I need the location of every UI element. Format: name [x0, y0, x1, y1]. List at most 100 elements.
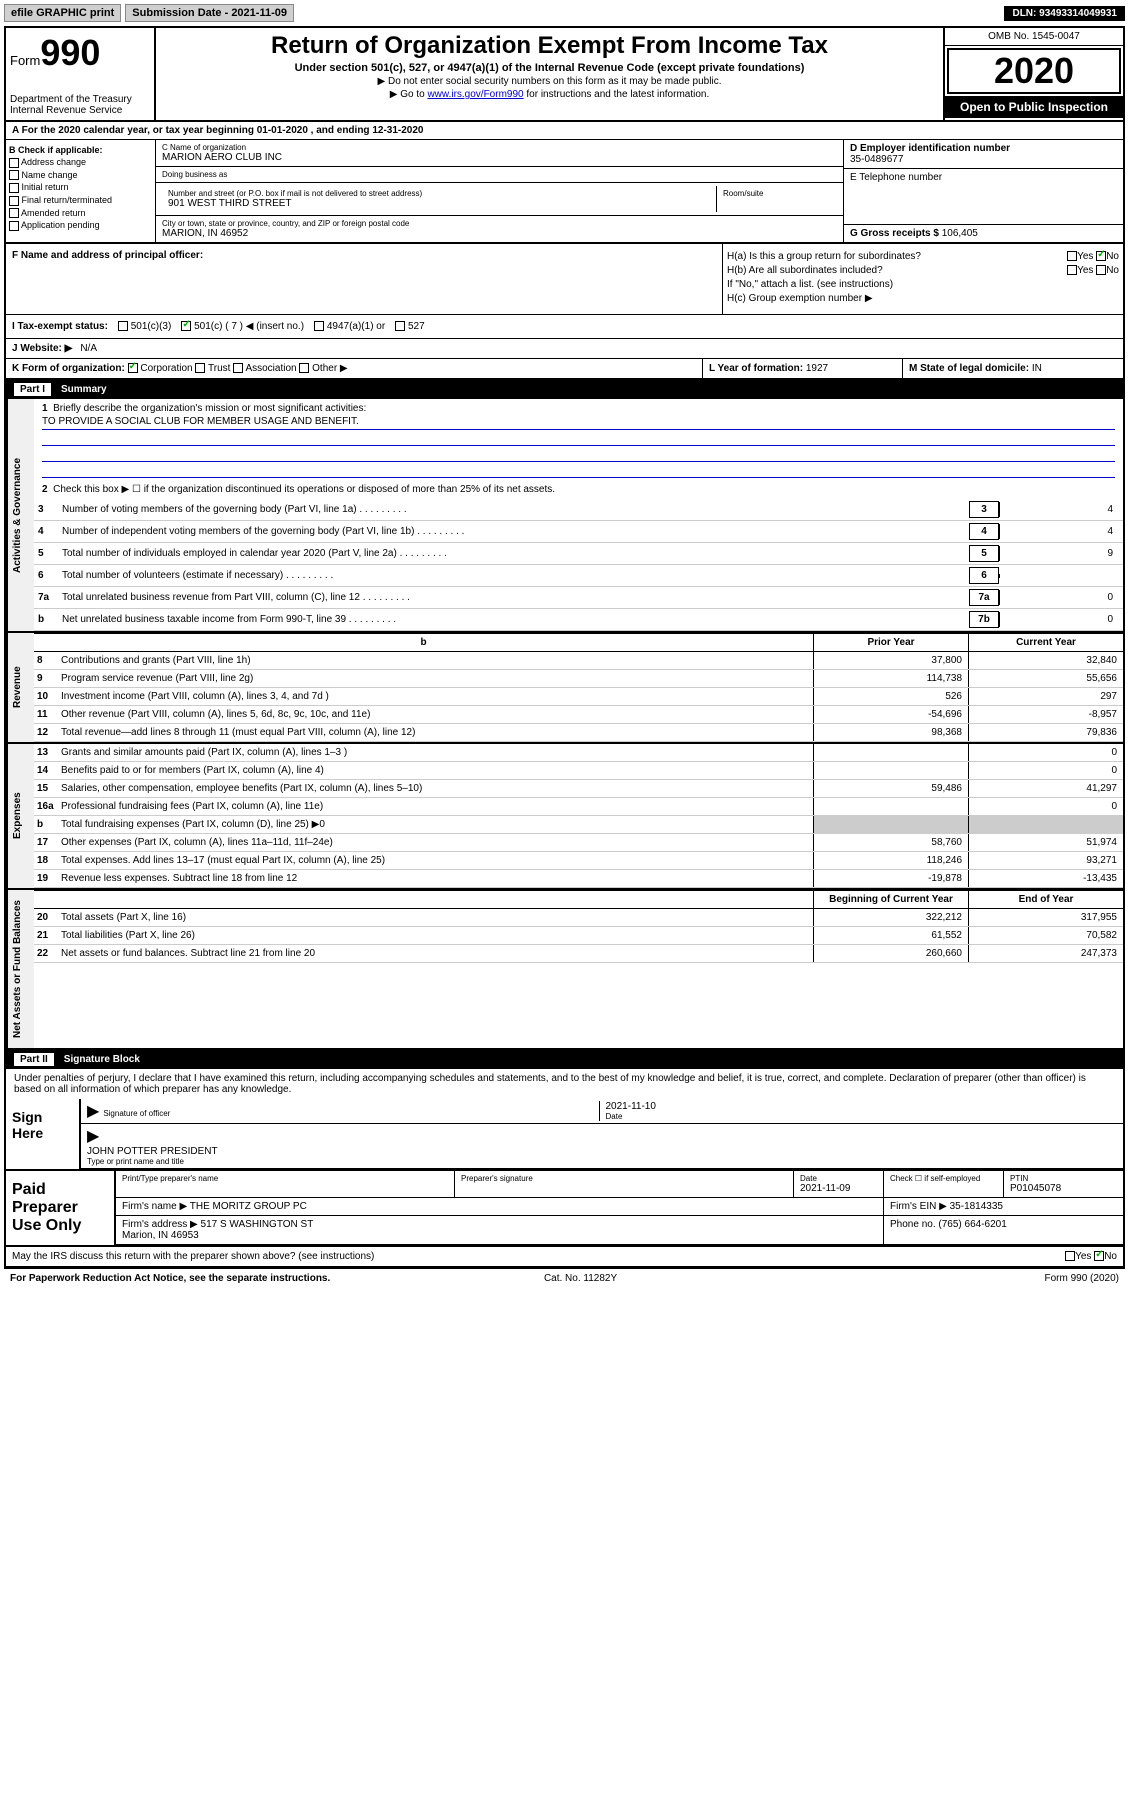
domicile-label: M State of legal domicile:: [909, 363, 1029, 374]
sig-officer-label: Signature of officer: [103, 1109, 170, 1118]
link-note: ▶ Go to www.irs.gov/Form990 for instruct…: [160, 89, 939, 100]
prior-value: 59,486: [813, 780, 968, 797]
chk-amended[interactable]: [9, 208, 19, 218]
arrow-icon: ▶: [87, 1128, 99, 1145]
chk-initial-return[interactable]: [9, 183, 19, 193]
money-line-desc: Revenue less expenses. Subtract line 18 …: [58, 870, 813, 887]
discuss-yes[interactable]: [1065, 1251, 1075, 1261]
gov-line-box: 6: [969, 567, 999, 584]
year-formation-label: L Year of formation:: [709, 363, 803, 374]
money-line-desc: Other expenses (Part IX, column (A), lin…: [58, 834, 813, 851]
chk-501c3[interactable]: [118, 321, 128, 331]
arrow-icon: ▶: [87, 1103, 99, 1120]
chk-corp[interactable]: [128, 363, 138, 373]
prep-date: 2021-11-09: [800, 1183, 877, 1194]
current-value: 70,582: [968, 927, 1123, 944]
dept-label: Department of the Treasury Internal Reve…: [10, 94, 150, 116]
prior-value: 118,246: [813, 852, 968, 869]
submission-date-button[interactable]: Submission Date - 2021-11-09: [125, 4, 294, 22]
chk-other[interactable]: [299, 363, 309, 373]
end-year-header: End of Year: [968, 891, 1123, 908]
sig-date: 2021-11-10: [606, 1101, 1118, 1112]
gov-line-desc: Total unrelated business revenue from Pa…: [62, 592, 969, 603]
chk-app-pending[interactable]: [9, 221, 19, 231]
tax-status-label: I Tax-exempt status:: [12, 321, 108, 332]
ein-value: 35-0489677: [850, 154, 1117, 165]
chk-address-change[interactable]: [9, 158, 19, 168]
mission-text: TO PROVIDE A SOCIAL CLUB FOR MEMBER USAG…: [42, 416, 1115, 430]
money-line-desc: Benefits paid to or for members (Part IX…: [58, 762, 813, 779]
money-line-desc: Total assets (Part X, line 16): [58, 909, 813, 926]
part1-header: Part I Summary: [6, 380, 1123, 399]
hb-no[interactable]: [1096, 265, 1106, 275]
current-value: 51,974: [968, 834, 1123, 851]
discuss-question: May the IRS discuss this return with the…: [12, 1251, 374, 1262]
ha-yes[interactable]: [1067, 251, 1077, 261]
form-org-label: K Form of organization:: [12, 363, 125, 374]
chk-assoc[interactable]: [233, 363, 243, 373]
firm-ein: 35-1814335: [950, 1201, 1003, 1212]
gov-line-desc: Total number of individuals employed in …: [62, 548, 969, 559]
gov-line-value: 4: [999, 524, 1119, 539]
gov-line-box: 4: [969, 523, 999, 540]
chk-4947[interactable]: [314, 321, 324, 331]
money-line-desc: Professional fundraising fees (Part IX, …: [58, 798, 813, 815]
money-line-desc: Grants and similar amounts paid (Part IX…: [58, 744, 813, 761]
prior-value: [813, 762, 968, 779]
chk-trust[interactable]: [195, 363, 205, 373]
chk-527[interactable]: [395, 321, 405, 331]
prior-value: [813, 744, 968, 761]
money-line-desc: Total expenses. Add lines 13–17 (must eq…: [58, 852, 813, 869]
irs-link[interactable]: www.irs.gov/Form990: [427, 89, 523, 100]
current-value: 0: [968, 798, 1123, 815]
hb-yes[interactable]: [1067, 265, 1077, 275]
gov-line-value: 0: [999, 590, 1119, 605]
city-value: MARION, IN 46952: [162, 228, 837, 239]
phone-label: E Telephone number: [850, 172, 1117, 183]
addr-label: Number and street (or P.O. box if mail i…: [168, 189, 710, 198]
form-number: Form990: [10, 32, 150, 74]
tab-net-assets: Net Assets or Fund Balances: [6, 890, 34, 1048]
current-value: 297: [968, 688, 1123, 705]
hb-note: If "No," attach a list. (see instruction…: [727, 279, 1119, 290]
prior-value: 58,760: [813, 834, 968, 851]
chk-501c[interactable]: [181, 321, 191, 331]
discuss-no[interactable]: [1094, 1251, 1104, 1261]
current-value: 0: [968, 762, 1123, 779]
current-value: -8,957: [968, 706, 1123, 723]
money-line-desc: Net assets or fund balances. Subtract li…: [58, 945, 813, 962]
current-value: 0: [968, 744, 1123, 761]
omb-number: OMB No. 1545-0047: [945, 28, 1123, 46]
money-line-desc: Total revenue—add lines 8 through 11 (mu…: [58, 724, 813, 741]
type-name-label: Type or print name and title: [87, 1157, 1117, 1166]
chk-final-return[interactable]: [9, 196, 19, 206]
gov-line-box: 7a: [969, 589, 999, 606]
website-label: J Website: ▶: [12, 343, 72, 354]
domicile-value: IN: [1032, 363, 1042, 374]
gross-value: 106,405: [942, 228, 978, 239]
org-name: MARION AERO CLUB INC: [162, 152, 837, 163]
cat-no: Cat. No. 11282Y: [544, 1273, 617, 1284]
money-line-desc: Salaries, other compensation, employee b…: [58, 780, 813, 797]
form-subtitle: Under section 501(c), 527, or 4947(a)(1)…: [160, 62, 939, 74]
efile-print-button[interactable]: efile GRAPHIC print: [4, 4, 121, 22]
gov-line-desc: Number of independent voting members of …: [62, 526, 969, 537]
box-b-checkboxes: B Check if applicable: Address change Na…: [6, 140, 156, 242]
year-formation: 1927: [806, 363, 828, 374]
hb-label: H(b) Are all subordinates included?: [727, 265, 883, 276]
prior-value: 61,552: [813, 927, 968, 944]
ptin-value: P01045078: [1010, 1183, 1117, 1194]
money-line-desc: Contributions and grants (Part VIII, lin…: [58, 652, 813, 669]
money-line-desc: Investment income (Part VIII, column (A)…: [58, 688, 813, 705]
ha-no[interactable]: [1096, 251, 1106, 261]
top-toolbar: efile GRAPHIC print Submission Date - 20…: [4, 4, 1125, 22]
paid-preparer-label: Paid Preparer Use Only: [6, 1171, 116, 1245]
open-public-badge: Open to Public Inspection: [945, 96, 1123, 118]
mission-label: Briefly describe the organization's miss…: [53, 403, 366, 414]
addr-value: 901 WEST THIRD STREET: [168, 198, 710, 209]
self-employed-check[interactable]: Check ☐ if self-employed: [883, 1171, 1003, 1197]
line2-text: Check this box ▶ ☐ if the organization d…: [53, 484, 555, 495]
ha-label: H(a) Is this a group return for subordin…: [727, 251, 921, 262]
firm-phone: (765) 664-6201: [938, 1219, 1006, 1230]
chk-name-change[interactable]: [9, 170, 19, 180]
